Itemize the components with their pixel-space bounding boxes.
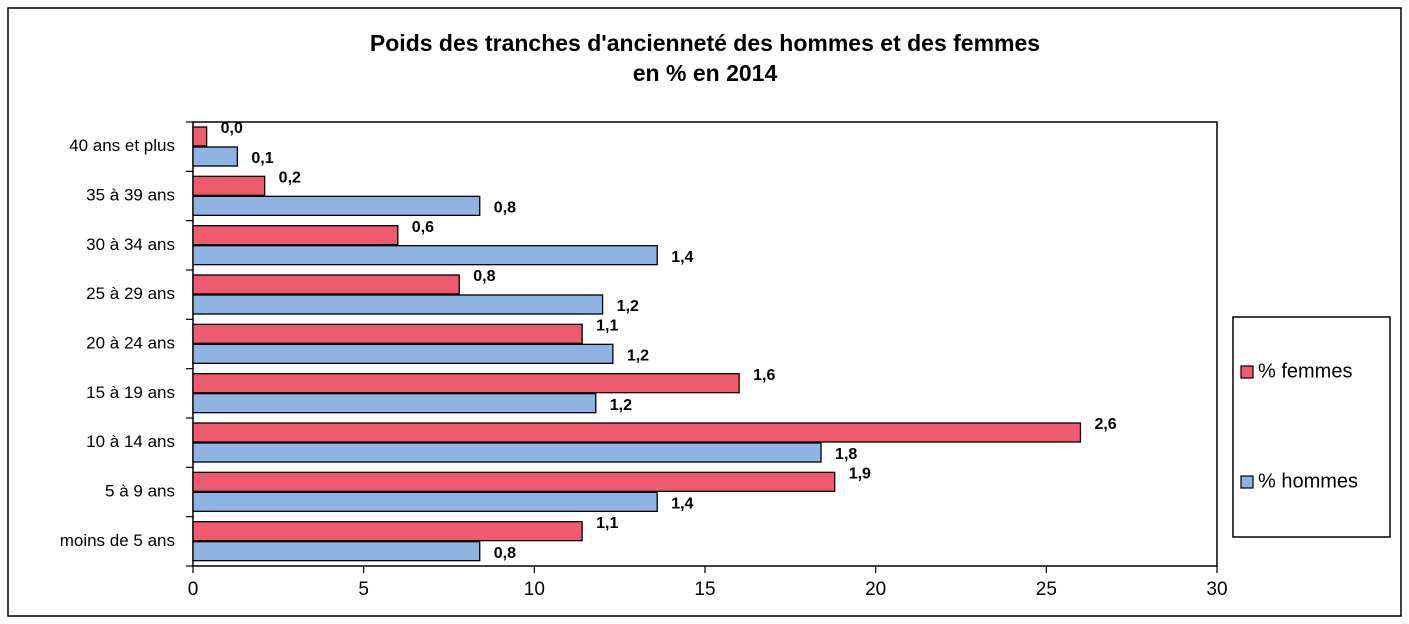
legend-swatch <box>1240 475 1254 489</box>
bar <box>192 126 208 147</box>
data-label: 0,6 <box>412 219 434 236</box>
data-label: 1,1 <box>596 318 618 335</box>
bar <box>192 521 583 542</box>
chart-title: Poids des tranches d'ancienneté des homm… <box>370 30 1040 56</box>
data-label: 1,9 <box>849 466 871 483</box>
x-tick-label: 30 <box>1206 579 1227 600</box>
y-tick-label: 5 à 9 ans <box>105 481 175 500</box>
x-tick-label: 5 <box>358 579 369 600</box>
data-label: 1,2 <box>627 348 649 365</box>
bar <box>192 294 604 315</box>
y-tick-label: 10 à 14 ans <box>86 432 175 451</box>
x-tick-label: 10 <box>524 579 545 600</box>
bar <box>192 195 481 216</box>
y-tick-label: 30 à 34 ans <box>86 235 175 254</box>
bar <box>192 343 614 364</box>
bar <box>192 323 583 344</box>
bar <box>192 245 658 266</box>
data-label: 1,1 <box>596 515 618 532</box>
bar <box>192 274 460 295</box>
y-tick-label: moins de 5 ans <box>60 531 175 550</box>
data-label: 2,6 <box>1094 416 1116 433</box>
data-label: 1,2 <box>617 298 639 315</box>
legend-label: % hommes <box>1258 470 1358 492</box>
bar <box>192 471 836 492</box>
data-label: 1,4 <box>671 496 693 513</box>
bar <box>192 146 239 167</box>
legend-swatch <box>1240 365 1254 379</box>
bar <box>192 491 658 512</box>
y-tick-label: 35 à 39 ans <box>86 185 175 204</box>
data-label: 1,6 <box>753 367 775 384</box>
bar <box>192 422 1082 443</box>
bar <box>192 442 822 463</box>
bar <box>192 541 481 562</box>
y-tick-label: 40 ans et plus <box>69 136 175 155</box>
legend-label: % femmes <box>1258 360 1352 382</box>
x-tick-label: 20 <box>865 579 886 600</box>
x-tick-label: 15 <box>694 579 715 600</box>
data-label: 0,8 <box>473 268 495 285</box>
y-tick-label: 20 à 24 ans <box>86 333 175 352</box>
data-label: 1,4 <box>671 249 693 266</box>
data-label: 1,8 <box>835 446 857 463</box>
data-label: 0,8 <box>494 545 516 562</box>
bar <box>192 373 740 394</box>
data-label: 0,1 <box>251 150 273 167</box>
data-label: 0,0 <box>221 120 243 137</box>
data-label: 1,2 <box>610 397 632 414</box>
y-tick-label: 15 à 19 ans <box>86 383 175 402</box>
legend <box>1232 316 1391 538</box>
data-label: 0,8 <box>494 200 516 217</box>
bar <box>192 175 266 196</box>
chart-title: en % en 2014 <box>633 60 778 86</box>
bar <box>192 393 597 414</box>
x-tick-label: 0 <box>188 579 199 600</box>
y-tick-label: 25 à 29 ans <box>86 284 175 303</box>
bar <box>192 225 399 246</box>
data-label: 0,2 <box>279 170 301 187</box>
x-tick-label: 25 <box>1036 579 1057 600</box>
